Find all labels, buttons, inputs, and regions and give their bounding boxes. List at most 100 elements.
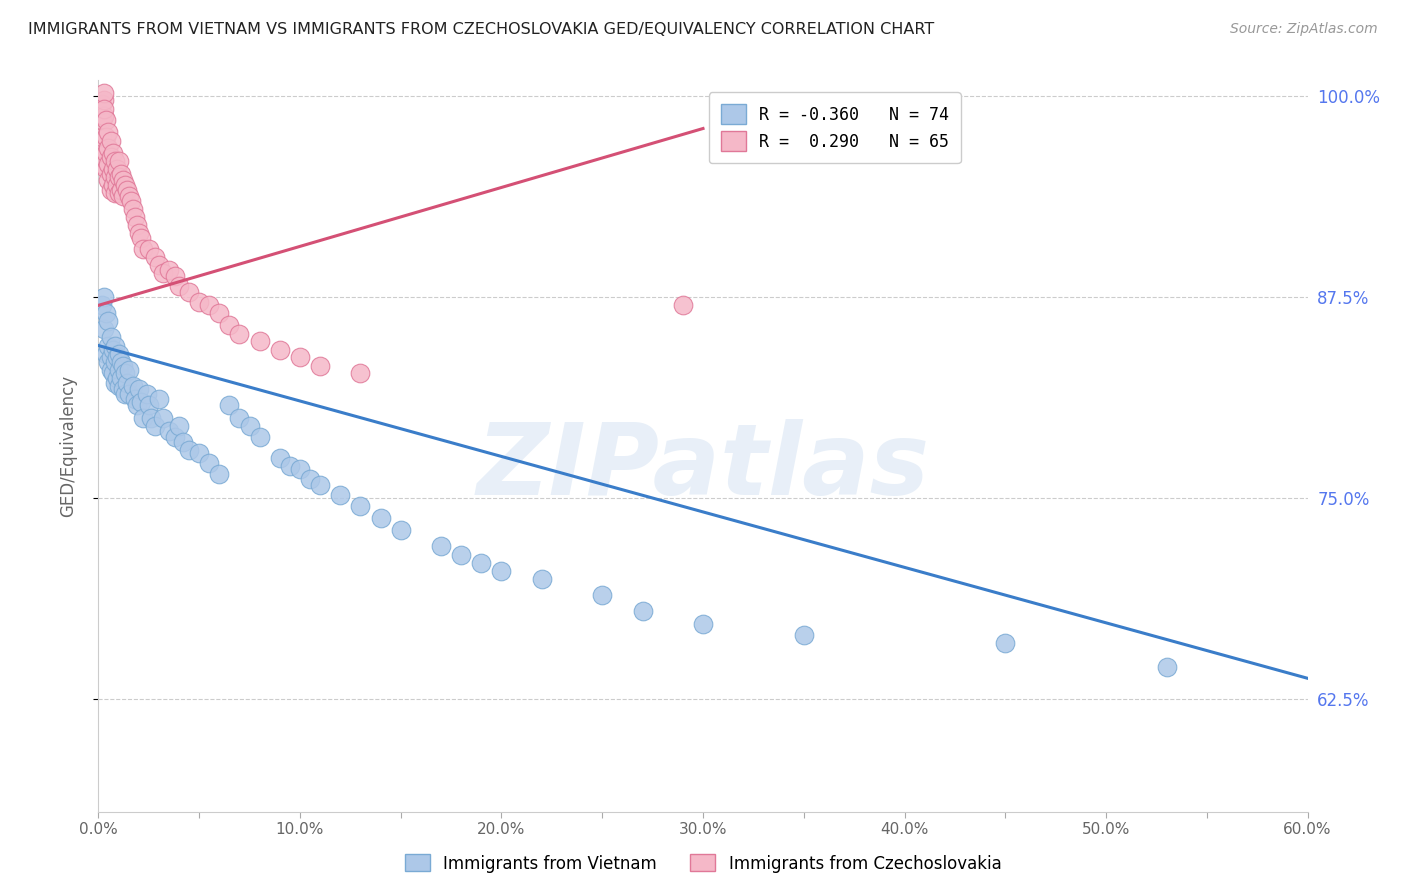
Point — [91, 97, 114, 112]
Point — [93, 290, 115, 304]
Point — [121, 378, 143, 392]
Point — [118, 362, 141, 376]
Point — [239, 418, 262, 433]
Point — [179, 285, 201, 300]
Point — [103, 186, 125, 200]
Point — [110, 370, 132, 384]
Point — [96, 145, 118, 160]
Point — [103, 354, 125, 368]
Point — [97, 173, 120, 187]
Point — [89, 157, 111, 171]
Point — [118, 386, 141, 401]
Point — [198, 298, 221, 312]
Point — [97, 354, 120, 368]
Y-axis label: GED/Equivalency: GED/Equivalency — [59, 375, 77, 517]
Point — [124, 210, 146, 224]
Point — [129, 231, 152, 245]
Point — [157, 424, 180, 438]
Point — [103, 376, 125, 390]
Point — [349, 366, 371, 380]
Point — [152, 266, 174, 280]
Point — [96, 306, 118, 320]
Point — [120, 194, 142, 208]
Point — [105, 161, 128, 176]
Point — [1156, 660, 1178, 674]
Point — [111, 173, 134, 187]
Point — [370, 510, 392, 524]
Point — [124, 392, 146, 406]
Point — [93, 102, 115, 116]
Point — [288, 350, 311, 364]
Point — [530, 572, 553, 586]
Point — [101, 178, 124, 192]
Point — [100, 134, 122, 148]
Point — [118, 189, 141, 203]
Point — [128, 226, 150, 240]
Point — [269, 451, 291, 466]
Point — [278, 459, 301, 474]
Point — [93, 93, 115, 107]
Point — [111, 382, 134, 396]
Point — [97, 314, 120, 328]
Point — [101, 161, 124, 176]
Point — [591, 588, 613, 602]
Point — [249, 334, 271, 348]
Point — [103, 153, 125, 168]
Point — [167, 418, 190, 433]
Point — [470, 556, 492, 570]
Point — [93, 322, 115, 336]
Point — [101, 145, 124, 160]
Point — [672, 298, 695, 312]
Point — [132, 410, 155, 425]
Point — [430, 540, 453, 554]
Text: IMMIGRANTS FROM VIETNAM VS IMMIGRANTS FROM CZECHOSLOVAKIA GED/EQUIVALENCY CORREL: IMMIGRANTS FROM VIETNAM VS IMMIGRANTS FR… — [28, 22, 935, 37]
Point — [110, 167, 132, 181]
Point — [101, 366, 124, 380]
Point — [114, 178, 136, 192]
Point — [107, 346, 129, 360]
Point — [299, 472, 322, 486]
Point — [103, 169, 125, 184]
Point — [125, 398, 148, 412]
Point — [97, 125, 120, 139]
Point — [111, 359, 134, 374]
Point — [148, 392, 170, 406]
Point — [152, 410, 174, 425]
Point — [208, 467, 231, 482]
Point — [188, 446, 211, 460]
Point — [249, 430, 271, 444]
Point — [269, 343, 291, 358]
Point — [91, 129, 114, 144]
Point — [97, 338, 120, 352]
Point — [389, 524, 412, 538]
Point — [148, 258, 170, 272]
Legend: Immigrants from Vietnam, Immigrants from Czechoslovakia: Immigrants from Vietnam, Immigrants from… — [398, 847, 1008, 880]
Point — [110, 183, 132, 197]
Point — [163, 269, 186, 284]
Point — [450, 548, 472, 562]
Text: ZIPatlas: ZIPatlas — [477, 419, 929, 516]
Point — [105, 350, 128, 364]
Point — [100, 362, 122, 376]
Point — [107, 186, 129, 200]
Point — [157, 263, 180, 277]
Legend: R = -0.360   N = 74, R =  0.290   N = 65: R = -0.360 N = 74, R = 0.290 N = 65 — [709, 92, 960, 163]
Point — [91, 113, 114, 128]
Point — [135, 386, 157, 401]
Point — [100, 350, 122, 364]
Point — [309, 359, 332, 374]
Point — [101, 343, 124, 358]
Point — [93, 109, 115, 123]
Point — [96, 346, 118, 360]
Point — [288, 462, 311, 476]
Point — [91, 298, 114, 312]
Point — [132, 242, 155, 256]
Point — [93, 86, 115, 100]
Point — [115, 376, 138, 390]
Point — [491, 564, 513, 578]
Text: Source: ZipAtlas.com: Source: ZipAtlas.com — [1230, 22, 1378, 37]
Point — [105, 370, 128, 384]
Point — [994, 636, 1017, 650]
Point — [793, 628, 815, 642]
Point — [692, 616, 714, 631]
